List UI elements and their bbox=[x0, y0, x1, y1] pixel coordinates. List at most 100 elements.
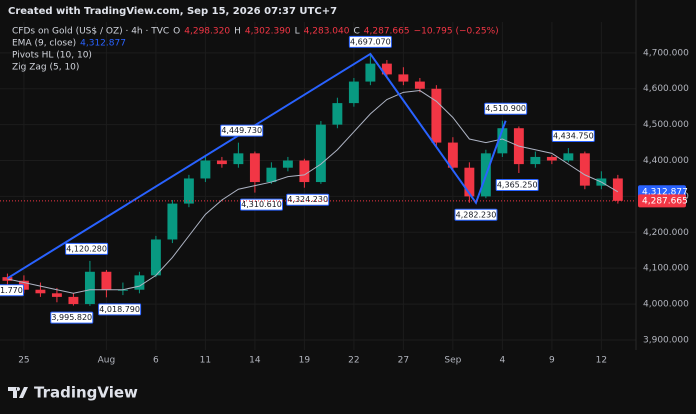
pivot-box bbox=[220, 124, 264, 137]
logo-icon bbox=[8, 387, 28, 398]
candle-body bbox=[365, 63, 376, 82]
legend-text: 4,287.665 bbox=[364, 27, 410, 37]
pivot-box bbox=[65, 242, 109, 255]
candle-body bbox=[299, 160, 310, 183]
candle-body bbox=[266, 167, 277, 183]
watermark: Created with TradingView.com, Sep 15, 20… bbox=[8, 6, 337, 17]
candle-body bbox=[167, 203, 178, 240]
pivot-box bbox=[286, 193, 330, 206]
ema-line bbox=[7, 90, 619, 294]
candle-body bbox=[563, 153, 574, 161]
x-tick-label: 22 bbox=[348, 356, 359, 366]
candle-body bbox=[497, 128, 508, 154]
candle-body bbox=[431, 88, 442, 143]
legend-text: 4,312.877 bbox=[80, 39, 126, 49]
candle-body bbox=[233, 153, 244, 165]
x-tick-label: 27 bbox=[398, 356, 409, 366]
price-tag-label: 4,287.665 bbox=[642, 196, 688, 206]
pivot-label: 4,310.610 bbox=[241, 200, 282, 209]
candle-body bbox=[414, 81, 425, 89]
pivot-box bbox=[484, 102, 528, 115]
pivot-box bbox=[454, 208, 498, 221]
x-tick-label: Aug bbox=[98, 356, 116, 366]
y-tick-label: 4,600.000 bbox=[643, 84, 689, 94]
legend-text: 4,298.320 bbox=[184, 27, 230, 37]
legend-text: Zig Zag (5, 10) bbox=[12, 63, 79, 73]
candle-body bbox=[612, 178, 623, 201]
legend-text: H bbox=[234, 27, 241, 37]
candle-body bbox=[68, 296, 79, 305]
pivot-box bbox=[239, 198, 283, 211]
y-tick-label: 4,000.000 bbox=[643, 300, 689, 310]
candle-body bbox=[2, 277, 13, 281]
pivot-box bbox=[495, 178, 539, 191]
logo-text: TradingView bbox=[34, 384, 138, 402]
legend-text: 4,302.390 bbox=[245, 27, 291, 37]
pivot-label: 4,365.250 bbox=[497, 180, 538, 189]
candle-body bbox=[464, 167, 475, 197]
candle-body bbox=[546, 156, 557, 161]
pivot-box bbox=[348, 35, 392, 48]
legend-text: Pivots HL (10, 10) bbox=[12, 51, 92, 61]
pivot-label: 4,071.770 bbox=[0, 286, 23, 295]
candle-body bbox=[51, 293, 62, 297]
x-tick-label: 25 bbox=[18, 356, 29, 366]
y-tick-label: 3,900.000 bbox=[643, 335, 689, 345]
price-tag-label: 4,312.877 bbox=[642, 187, 688, 197]
candle-body bbox=[101, 271, 112, 290]
x-tick-label: 11 bbox=[200, 356, 211, 366]
candle-body bbox=[183, 178, 194, 204]
y-tick-label: 4,400.000 bbox=[643, 156, 689, 166]
candle-body bbox=[200, 160, 211, 179]
pivot-label: 4,697.070 bbox=[350, 37, 391, 46]
candle-body bbox=[282, 160, 293, 168]
pivot-label: 4,510.900 bbox=[485, 104, 526, 113]
pivot-box bbox=[98, 303, 142, 316]
pivot-label: 4,018.790 bbox=[99, 305, 140, 314]
y-tick-label: 4,100.000 bbox=[643, 264, 689, 274]
candle-body bbox=[315, 124, 326, 183]
pivot-label: 4,434.750 bbox=[553, 132, 594, 141]
candle-body bbox=[530, 156, 541, 165]
candle-body bbox=[150, 239, 161, 276]
pivot-box bbox=[50, 311, 94, 324]
candle-body bbox=[18, 280, 29, 290]
candle-body bbox=[35, 289, 46, 294]
pivot-label: 3,995.820 bbox=[51, 313, 92, 322]
x-tick-label: 12 bbox=[596, 356, 607, 366]
x-tick-label: Sep bbox=[444, 356, 461, 366]
candle-body bbox=[348, 81, 359, 104]
y-tick-label: 4,500.000 bbox=[643, 120, 689, 130]
legend-text: L bbox=[295, 27, 300, 37]
candle-body bbox=[134, 275, 145, 290]
legend-text: O bbox=[173, 27, 180, 37]
candle-body bbox=[216, 160, 227, 165]
pivot-box bbox=[551, 130, 595, 143]
legend-text: CFDs on Gold (US$ / OZ) · 4h · TVC bbox=[12, 27, 169, 37]
y-tick-label: 4,700.000 bbox=[643, 48, 689, 58]
x-tick-label: 9 bbox=[549, 356, 555, 366]
legend-text: EMA (9, close) bbox=[12, 39, 76, 49]
x-tick-label: 19 bbox=[299, 356, 311, 366]
pivot-label: 4,282.230 bbox=[456, 210, 497, 219]
candle-body bbox=[332, 103, 343, 125]
pivot-label: 4,449.730 bbox=[221, 126, 262, 135]
zigzag-line bbox=[6, 52, 507, 280]
pivot-box bbox=[0, 284, 24, 297]
x-tick-label: 14 bbox=[249, 356, 261, 366]
candle-body bbox=[84, 271, 95, 305]
x-tick-label: 4 bbox=[499, 356, 505, 366]
pivot-label: 4,120.280 bbox=[66, 244, 107, 253]
pivot-label: 4,324.230 bbox=[287, 195, 328, 204]
legend-text: C bbox=[353, 27, 359, 37]
candle-body bbox=[447, 142, 458, 168]
x-tick-label: 6 bbox=[153, 356, 159, 366]
price-tag bbox=[638, 194, 686, 208]
candle-body bbox=[249, 153, 260, 183]
candle-body bbox=[381, 63, 392, 75]
legend-text: 4,283.040 bbox=[304, 27, 350, 37]
y-tick-label: 4,200.000 bbox=[643, 228, 689, 238]
candle-body bbox=[579, 153, 590, 186]
